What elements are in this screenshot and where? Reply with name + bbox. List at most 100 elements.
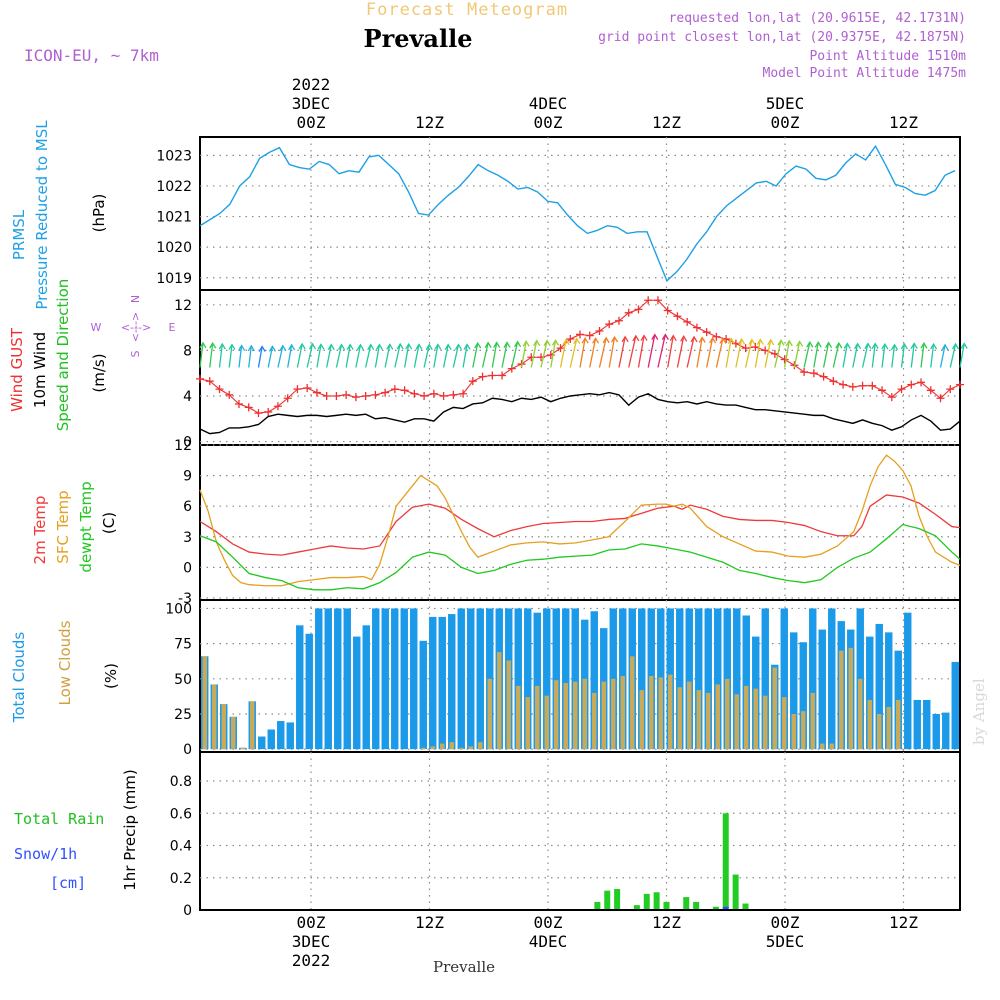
total-cloud-bar	[448, 614, 456, 750]
low-cloud-bar	[620, 676, 625, 750]
gust-marker	[712, 332, 721, 341]
low-cloud-bar	[430, 746, 435, 750]
low-cloud-bar	[706, 692, 711, 750]
wind-arrow	[267, 345, 277, 368]
p1-label-b: Pressure Reduced to MSL	[33, 120, 51, 310]
total-cloud-bar	[875, 623, 883, 750]
y-tick-label: 0	[183, 560, 192, 576]
gust-line	[199, 299, 961, 414]
wind-arrow	[277, 344, 287, 368]
low-cloud-bar	[734, 694, 739, 750]
top-time-label: 3DEC	[292, 94, 331, 113]
wind-arrow	[296, 342, 306, 368]
bottom-time-label: 12Z	[415, 913, 444, 932]
total-cloud-bar	[780, 608, 788, 750]
y-tick-label: 3	[183, 530, 192, 546]
wind-arrow	[813, 341, 822, 368]
total-cloud-bar	[904, 612, 912, 750]
y-tick-label: -3	[178, 591, 192, 607]
low-cloud-bar	[440, 743, 445, 750]
model-altitude: Model Point Altitude 1475m	[763, 66, 967, 81]
total-cloud-bar	[942, 712, 950, 750]
gust-marker	[303, 384, 312, 393]
wind-arrow	[939, 343, 949, 368]
bottom-time-label: 00Z	[534, 913, 563, 932]
total-cloud-bar	[296, 625, 304, 750]
y-tick-label: 12	[174, 438, 192, 454]
low-cloud-bar	[668, 674, 673, 750]
gust-marker	[605, 320, 614, 329]
gust-marker	[361, 391, 370, 400]
low-cloud-bar	[563, 683, 568, 750]
gust-marker	[780, 355, 789, 364]
gust-marker	[946, 385, 955, 394]
total-cloud-bar	[419, 640, 427, 750]
p5-label-c: [cm]	[50, 874, 86, 892]
compass-w: W	[91, 321, 102, 334]
gust-marker	[829, 377, 838, 386]
wind-arrow	[335, 343, 346, 368]
gust-marker	[429, 389, 438, 398]
wind-arrow	[481, 341, 492, 368]
wind-arrow	[774, 338, 785, 368]
low-cloud-bar	[582, 678, 587, 750]
rain-bar	[633, 905, 640, 910]
low-cloud-bar	[658, 677, 663, 750]
low-cloud-bar	[839, 650, 844, 750]
total-cloud-bar	[799, 642, 807, 750]
wind-arrow	[959, 342, 968, 368]
wind-arrow	[706, 336, 717, 368]
y-tick-label: 25	[174, 707, 192, 723]
bottom-time-label: 3DEC	[292, 932, 331, 951]
low-cloud-bar	[677, 687, 682, 750]
total-cloud-bar	[704, 608, 712, 750]
p2-unit: (m/s)	[90, 353, 108, 392]
gust-marker	[390, 385, 399, 394]
gust-marker	[283, 394, 292, 403]
top-time-label: 12Z	[889, 113, 918, 132]
total-cloud-bar	[543, 608, 551, 750]
top-time-label: 4DEC	[529, 94, 568, 113]
total-cloud-bar	[590, 611, 598, 750]
low-cloud-bar	[744, 685, 749, 750]
gust-marker	[761, 346, 770, 355]
y-tick-label: 0.2	[170, 871, 192, 887]
requested-coords: requested lon,lat (20.9615E, 42.1731N)	[669, 11, 966, 26]
rain-bar	[594, 901, 601, 910]
wind-arrow	[199, 341, 207, 368]
compass-s: S	[129, 350, 142, 357]
low-cloud-bar	[649, 676, 654, 750]
gust-marker	[907, 380, 916, 389]
wind-arrow	[920, 341, 928, 368]
wind-arrow	[579, 336, 589, 368]
wind-arrow	[559, 338, 570, 368]
low-cloud-bar	[772, 667, 777, 750]
total-cloud-bar	[514, 608, 522, 750]
wind-arrow	[374, 343, 383, 368]
wind-arrow	[569, 337, 581, 368]
wind-arrow	[871, 342, 879, 368]
total-cloud-bar	[410, 608, 418, 750]
gust-marker	[624, 308, 633, 317]
wind-arrow	[647, 333, 659, 368]
total-cloud-bar	[885, 632, 893, 750]
low-cloud-bar	[250, 701, 255, 750]
y-tick-label: 6	[183, 499, 192, 515]
y-tick-label: 4	[183, 389, 192, 405]
gust-marker	[917, 378, 926, 387]
wind-arrow	[803, 340, 814, 368]
compass-n: N	[129, 295, 142, 303]
panel-frame-1	[199, 136, 961, 291]
p4-label-b: Low Clouds	[56, 620, 74, 705]
total-cloud-bar	[524, 608, 532, 750]
rain-bar	[712, 906, 719, 910]
gust-marker	[683, 317, 692, 326]
wind-arrow	[890, 343, 899, 368]
wind-arrow	[949, 342, 960, 368]
p2-label-b: 10m Wind	[31, 332, 49, 408]
gust-marker	[897, 385, 906, 394]
low-cloud-bar	[573, 681, 578, 750]
low-cloud-bar	[696, 690, 701, 750]
wind-arrow	[326, 343, 335, 368]
